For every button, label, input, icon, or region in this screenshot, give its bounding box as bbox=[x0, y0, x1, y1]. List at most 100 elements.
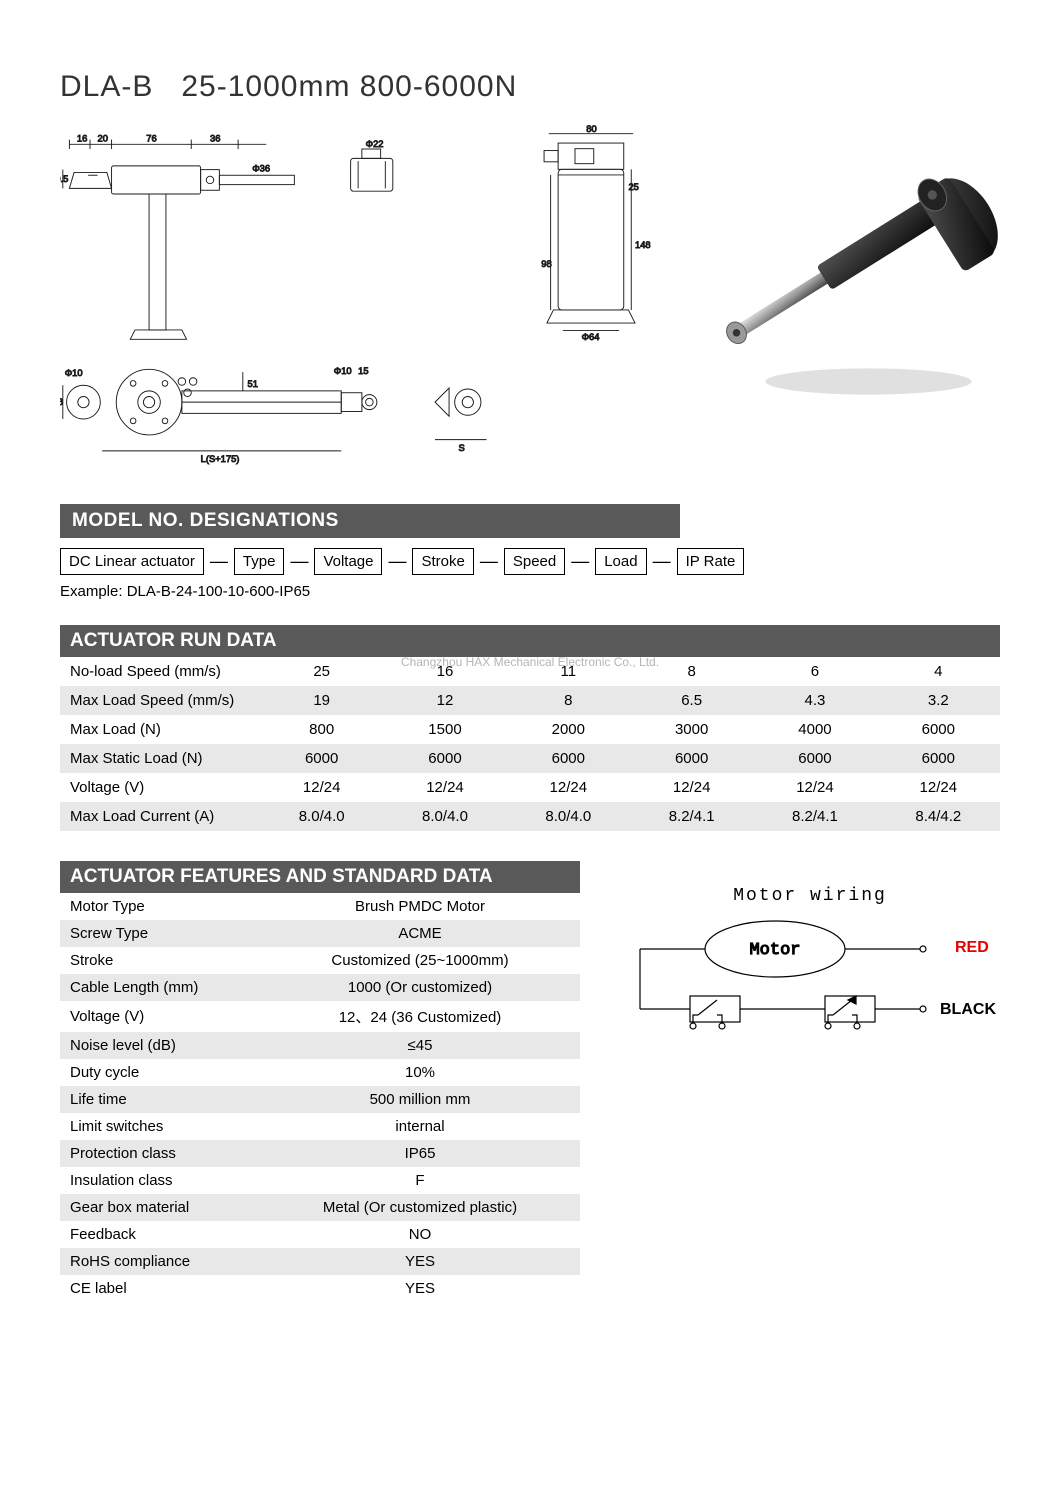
row-label: Insulation class bbox=[60, 1167, 260, 1194]
row-label: Gear box material bbox=[60, 1194, 260, 1221]
model-box-4: Speed bbox=[504, 548, 565, 575]
model-box-0: DC Linear actuator bbox=[60, 548, 204, 575]
svg-text:15: 15 bbox=[358, 366, 368, 376]
row-value: IP65 bbox=[260, 1140, 580, 1167]
tech-drawing-left: 16 20 76 36 9.5 Φ36 Φ22 bbox=[60, 119, 510, 479]
product-photo bbox=[681, 119, 1000, 419]
watermark: Changzhou HAX Mechanical Electronic Co.,… bbox=[60, 655, 1000, 669]
row-value: 10% bbox=[260, 1059, 580, 1086]
table-row: Cable Length (mm)1000 (Or customized) bbox=[60, 974, 580, 1001]
wiring-diagram: Motor bbox=[620, 914, 1000, 1054]
wiring-red-label: RED bbox=[955, 939, 989, 956]
model-box-3: Stroke bbox=[412, 548, 473, 575]
cell: 4000 bbox=[753, 715, 876, 744]
row-label: Feedback bbox=[60, 1221, 260, 1248]
features-header: ACTUATOR FEATURES AND STANDARD DATA bbox=[60, 861, 580, 893]
svg-text:Φ10: Φ10 bbox=[334, 366, 352, 376]
features-table: Motor TypeBrush PMDC MotorScrew TypeACME… bbox=[60, 893, 580, 1302]
svg-text:Φ10: Φ10 bbox=[65, 368, 83, 378]
svg-text:Φ36: Φ36 bbox=[252, 164, 270, 174]
row-label: Stroke bbox=[60, 947, 260, 974]
table-row: Duty cycle10% bbox=[60, 1059, 580, 1086]
svg-text:98: 98 bbox=[541, 259, 551, 269]
table-row: Gear box materialMetal (Or customized pl… bbox=[60, 1194, 580, 1221]
svg-text:76: 76 bbox=[146, 134, 156, 144]
cell: 6000 bbox=[877, 744, 1000, 773]
cell: 800 bbox=[260, 715, 383, 744]
run-data-table: No-load Speed (mm/s)251611864Max Load Sp… bbox=[60, 657, 1000, 831]
cell: 3.2 bbox=[877, 686, 1000, 715]
row-label: Max Load Current (A) bbox=[60, 802, 260, 831]
table-row: Max Static Load (N)600060006000600060006… bbox=[60, 744, 1000, 773]
features-section: ACTUATOR FEATURES AND STANDARD DATA Moto… bbox=[60, 861, 580, 1302]
svg-text:148: 148 bbox=[635, 240, 651, 250]
svg-text:20: 20 bbox=[98, 134, 108, 144]
row-value: 1000 (Or customized) bbox=[260, 974, 580, 1001]
table-row: FeedbackNO bbox=[60, 1221, 580, 1248]
row-label: Duty cycle bbox=[60, 1059, 260, 1086]
cell: 12/24 bbox=[753, 773, 876, 802]
cell: 12 bbox=[383, 686, 506, 715]
table-row: Motor TypeBrush PMDC Motor bbox=[60, 893, 580, 920]
example-text: Example: DLA-B-24-100-10-600-IP65 bbox=[60, 583, 1000, 600]
row-label: Voltage (V) bbox=[60, 773, 260, 802]
svg-text:28: 28 bbox=[60, 397, 63, 407]
table-row: Protection classIP65 bbox=[60, 1140, 580, 1167]
row-label: Noise level (dB) bbox=[60, 1032, 260, 1059]
table-row: Life time500 million mm bbox=[60, 1086, 580, 1113]
model-box-6: IP Rate bbox=[677, 548, 745, 575]
wiring-section: Motor wiring Motor bbox=[620, 861, 1000, 1054]
title-prefix: DLA-B bbox=[60, 70, 153, 103]
bottom-row: ACTUATOR FEATURES AND STANDARD DATA Moto… bbox=[60, 861, 1000, 1302]
tech-drawing-side: 80 25 148 98 Φ64 bbox=[530, 119, 661, 349]
row-value: NO bbox=[260, 1221, 580, 1248]
row-label: Protection class bbox=[60, 1140, 260, 1167]
cell: 6000 bbox=[630, 744, 753, 773]
table-row: StrokeCustomized (25~1000mm) bbox=[60, 947, 580, 974]
svg-text:L(S+175): L(S+175) bbox=[201, 454, 240, 464]
svg-text:S: S bbox=[458, 443, 464, 453]
row-value: Customized (25~1000mm) bbox=[260, 947, 580, 974]
cell: 8.2/4.1 bbox=[630, 802, 753, 831]
cell: 12/24 bbox=[507, 773, 630, 802]
svg-text:9.5: 9.5 bbox=[60, 174, 68, 184]
svg-text:36: 36 bbox=[210, 134, 220, 144]
title-rest: 25-1000mm 800-6000N bbox=[181, 70, 517, 103]
svg-text:25: 25 bbox=[628, 182, 638, 192]
svg-text:51: 51 bbox=[248, 379, 258, 389]
row-label: Cable Length (mm) bbox=[60, 974, 260, 1001]
cell: 12/24 bbox=[877, 773, 1000, 802]
svg-text:Φ64: Φ64 bbox=[582, 332, 600, 342]
row-label: Max Static Load (N) bbox=[60, 744, 260, 773]
cell: 6000 bbox=[507, 744, 630, 773]
row-label: Max Load (N) bbox=[60, 715, 260, 744]
model-box-2: Voltage bbox=[314, 548, 382, 575]
row-value: Brush PMDC Motor bbox=[260, 893, 580, 920]
svg-text:Φ22: Φ22 bbox=[366, 139, 384, 149]
run-data-section: ACTUATOR RUN DATA Changzhou HAX Mechanic… bbox=[60, 625, 1000, 831]
table-row: CE labelYES bbox=[60, 1275, 580, 1302]
row-value: ≤45 bbox=[260, 1032, 580, 1059]
row-label: RoHS compliance bbox=[60, 1248, 260, 1275]
row-value: Metal (Or customized plastic) bbox=[260, 1194, 580, 1221]
cell: 4.3 bbox=[753, 686, 876, 715]
svg-text:16: 16 bbox=[77, 134, 87, 144]
drawings-row: 16 20 76 36 9.5 Φ36 Φ22 bbox=[60, 119, 1000, 479]
cell: 6000 bbox=[753, 744, 876, 773]
row-label: Max Load Speed (mm/s) bbox=[60, 686, 260, 715]
table-row: Voltage (V)12、24 (36 Customized) bbox=[60, 1001, 580, 1032]
cell: 12/24 bbox=[260, 773, 383, 802]
table-row: Max Load (N)80015002000300040006000 bbox=[60, 715, 1000, 744]
cell: 12/24 bbox=[630, 773, 753, 802]
run-data-header: ACTUATOR RUN DATA bbox=[60, 625, 1000, 657]
row-value: ACME bbox=[260, 920, 580, 947]
row-label: Motor Type bbox=[60, 893, 260, 920]
cell: 6000 bbox=[260, 744, 383, 773]
table-row: Max Load Speed (mm/s)191286.54.33.2 bbox=[60, 686, 1000, 715]
svg-text:80: 80 bbox=[586, 124, 596, 134]
cell: 1500 bbox=[383, 715, 506, 744]
cell: 12/24 bbox=[383, 773, 506, 802]
row-label: Voltage (V) bbox=[60, 1001, 260, 1032]
row-label: Limit switches bbox=[60, 1113, 260, 1140]
svg-text:Motor: Motor bbox=[749, 941, 800, 960]
